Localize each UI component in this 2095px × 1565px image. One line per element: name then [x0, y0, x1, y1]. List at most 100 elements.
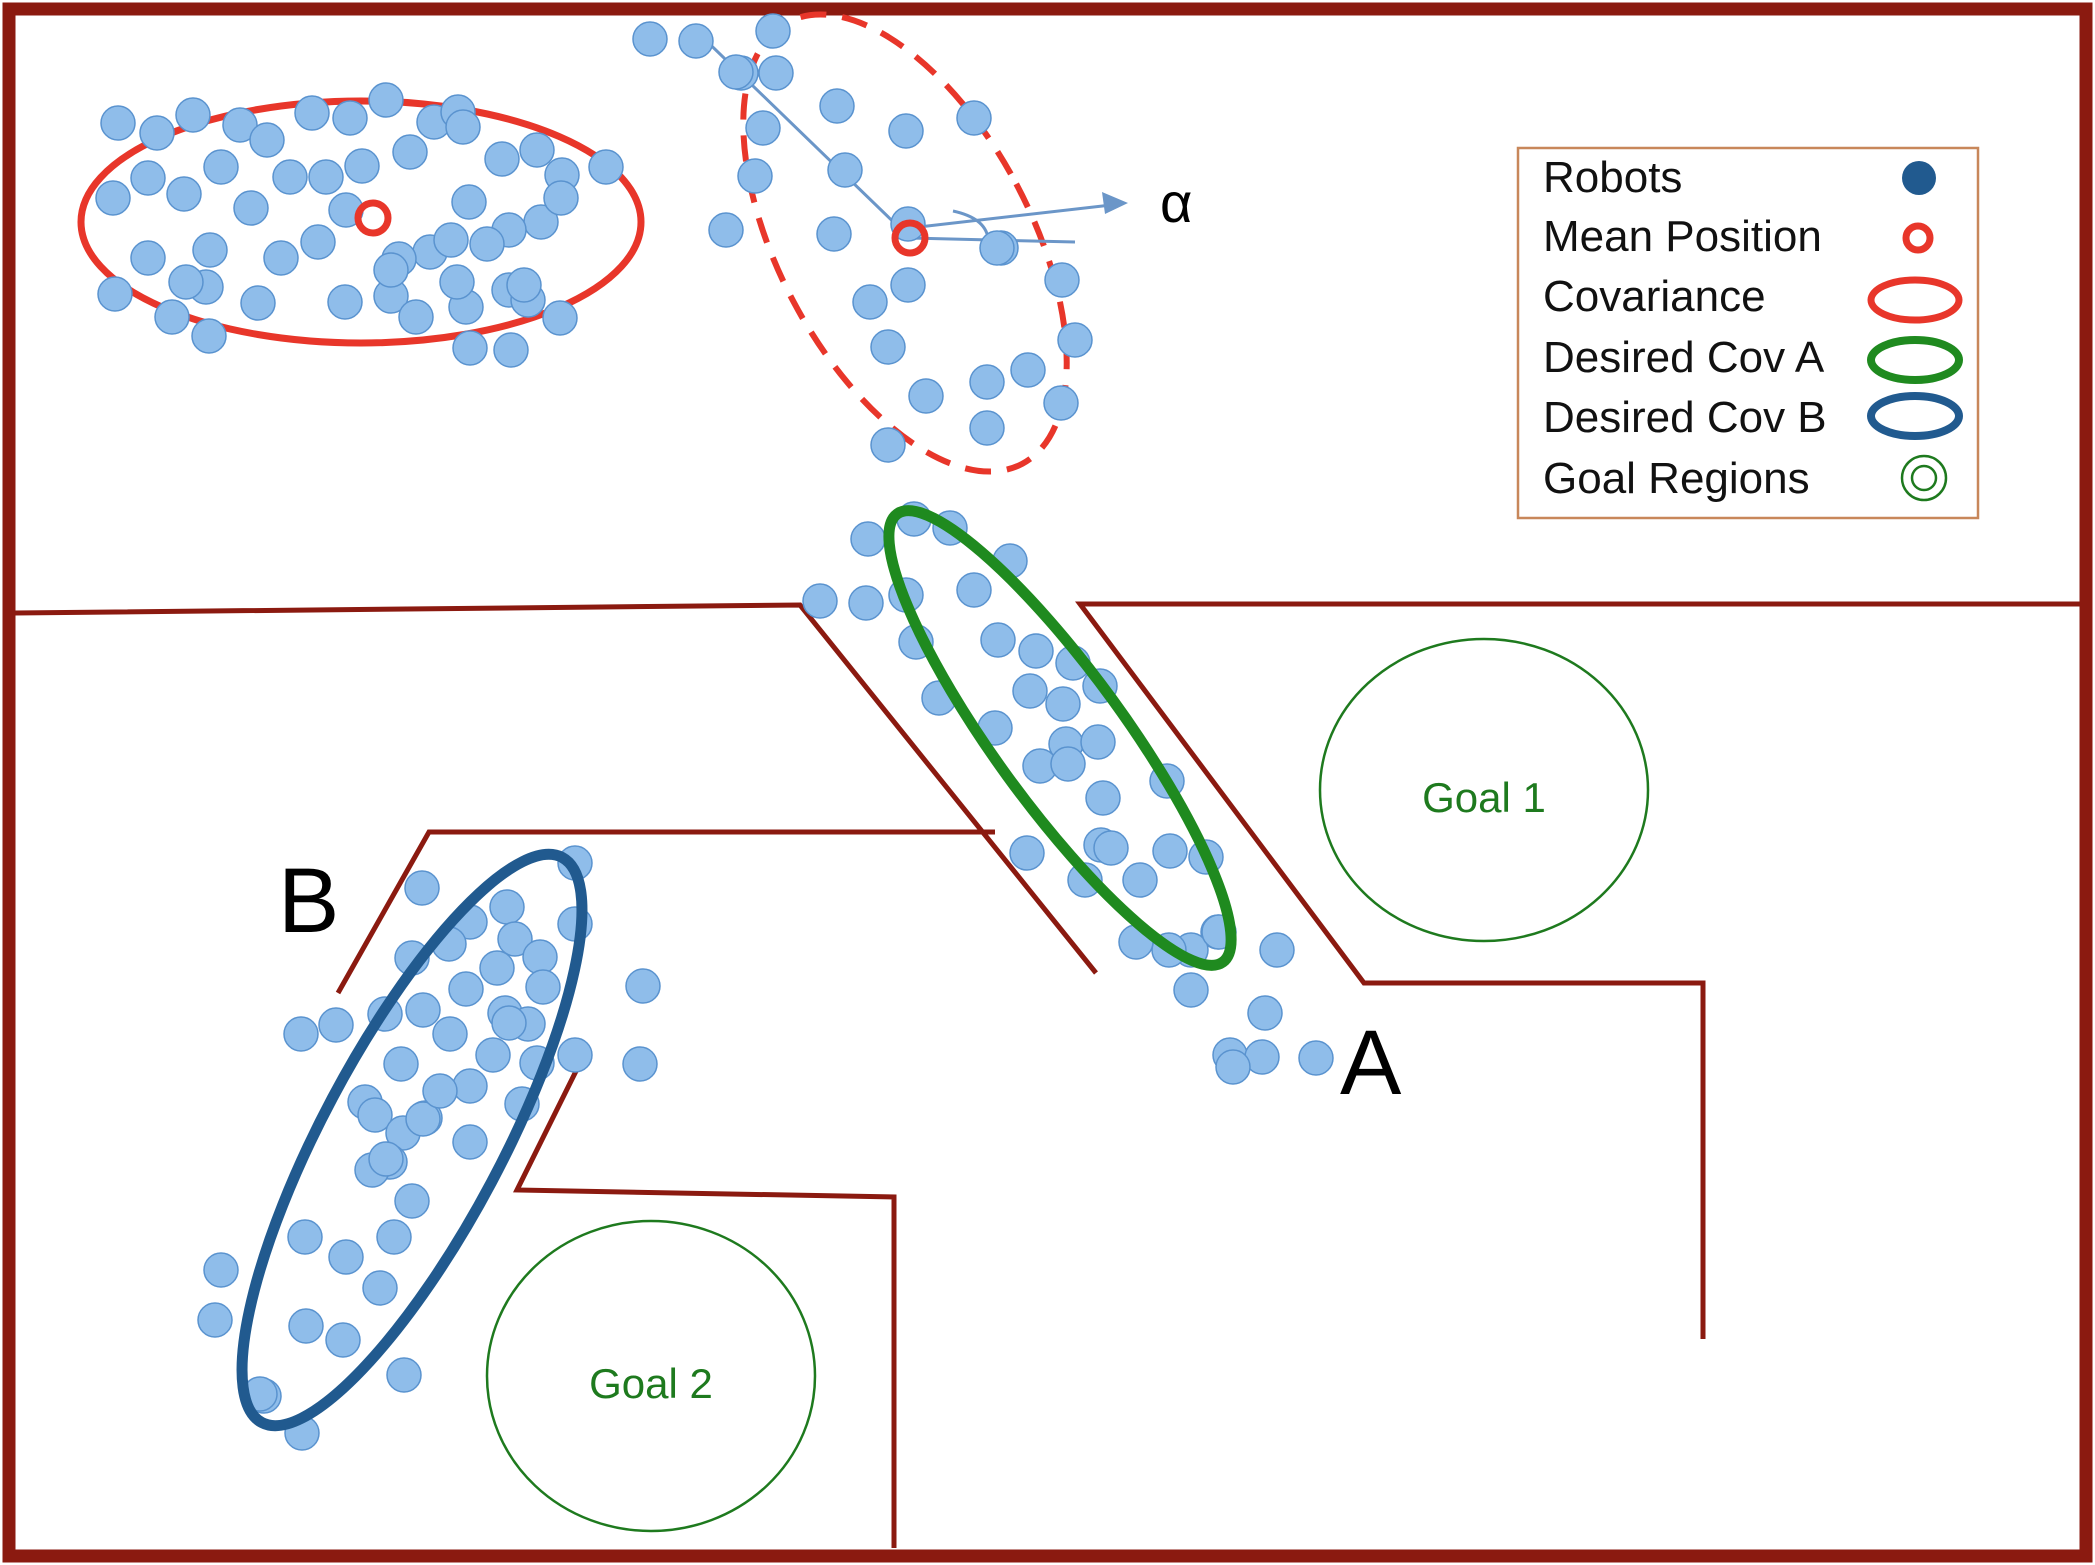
robot-dot — [249, 122, 285, 158]
robot-dot — [383, 1046, 419, 1082]
legend-box — [1516, 146, 1980, 520]
robot-dot — [1018, 633, 1054, 669]
robot-dot — [519, 132, 555, 168]
robot-dot — [506, 267, 542, 303]
robot-dot — [1045, 686, 1081, 722]
robot-dot — [405, 992, 441, 1028]
legend: Robots Mean Position Covariance Desired … — [1516, 146, 1980, 520]
robot-dot — [168, 264, 204, 300]
alpha-direction-arrow — [909, 202, 1121, 230]
desired-cov-b-legend-icon — [1867, 392, 1963, 440]
robot-dot — [622, 1046, 658, 1082]
robot-dot — [272, 159, 308, 195]
robot-dot — [376, 1219, 412, 1255]
robot-dot — [625, 968, 661, 1004]
legend-mean-position-label: Mean Position — [1543, 212, 1822, 261]
robot-dot — [1093, 830, 1129, 866]
robot-dot — [543, 180, 579, 216]
legend-desired-cov-b-label: Desired Cov B — [1543, 393, 1827, 442]
legend-desired-cov-a-label: Desired Cov A — [1543, 333, 1825, 382]
robot-dot — [1085, 780, 1121, 816]
robot-dot — [392, 134, 428, 170]
robot-dot — [451, 184, 487, 220]
robot-dot — [588, 149, 624, 185]
robot-dot — [848, 585, 884, 621]
robot-dot — [175, 97, 211, 133]
robot-dot — [497, 921, 533, 957]
robot-dot — [1152, 833, 1188, 869]
robot-dot — [203, 1252, 239, 1288]
principal-axis-line — [688, 23, 912, 240]
robot-dot — [357, 1097, 393, 1133]
robot-dot — [1215, 1049, 1251, 1085]
robot-dot — [758, 55, 794, 91]
wall-upper-right — [1075, 601, 2086, 1339]
robot-dot — [469, 226, 505, 262]
robot-dot — [130, 160, 166, 196]
robot-dot — [956, 572, 992, 608]
robot-dot — [489, 889, 525, 925]
robot-dot — [100, 105, 136, 141]
robot-dot — [718, 54, 754, 90]
robot-dot — [368, 1141, 404, 1177]
desired-cov-a-ellipse — [883, 505, 1237, 971]
alpha-arrowhead — [1102, 192, 1128, 214]
robot-dot — [203, 149, 239, 185]
robot-dot — [850, 521, 886, 557]
robot-dot — [294, 95, 330, 131]
robot-dot — [404, 870, 440, 906]
robot-dot — [737, 158, 773, 194]
robot-dot — [283, 1016, 319, 1052]
robot-dot — [491, 1005, 527, 1041]
robot-dot — [1247, 995, 1283, 1031]
robot-dot — [452, 1068, 488, 1104]
robot-dot — [870, 329, 906, 365]
robot-dot — [1122, 862, 1158, 898]
robot-dot — [525, 969, 561, 1005]
robot-dot — [432, 1016, 468, 1052]
desired-cov-b-ellipse — [236, 848, 588, 1432]
mean-position-marker-1 — [354, 199, 392, 237]
goal-2-region — [485, 1219, 817, 1533]
robot-dot — [1043, 385, 1079, 421]
robot-dot — [368, 82, 404, 118]
alpha-label: α — [1160, 171, 1192, 234]
robot-dot — [522, 939, 558, 975]
robot-dot — [1080, 724, 1116, 760]
robot-dot — [979, 230, 1015, 266]
robot-dot — [240, 285, 276, 321]
robot-dot — [632, 21, 668, 57]
robot-dot — [452, 330, 488, 366]
goal-1-region — [1318, 637, 1650, 943]
robot-dot — [1057, 322, 1093, 358]
robot-dot — [755, 13, 791, 49]
robot-dot — [745, 110, 781, 146]
robot-dot — [819, 88, 855, 124]
mean-position-marker-2 — [891, 219, 929, 257]
robot-dot — [422, 1073, 458, 1109]
robot-dot — [344, 148, 380, 184]
robot-dot — [373, 252, 409, 288]
robot-dot — [433, 222, 469, 258]
robot-dot — [332, 100, 368, 136]
robot-dot — [405, 1101, 441, 1137]
robot-dot — [439, 264, 475, 300]
robot-dot — [493, 332, 529, 368]
robot-dot — [197, 1302, 233, 1338]
robot-dot — [852, 284, 888, 320]
legend-goal-regions-label: Goal Regions — [1543, 454, 1810, 503]
robot-dot — [445, 109, 481, 145]
robot-dot — [1050, 746, 1086, 782]
robot-dot — [969, 364, 1005, 400]
wall-bottom-block — [513, 1055, 897, 1548]
robot-cluster-a — [802, 501, 1334, 1085]
robot-dot — [542, 300, 578, 336]
robot-dot — [969, 410, 1005, 446]
robot-dot — [678, 23, 714, 59]
goal-1-label: Goal 1 — [1422, 774, 1546, 821]
alpha-arc — [952, 209, 990, 239]
robot-dot — [1012, 673, 1048, 709]
robot-dot — [263, 240, 299, 276]
